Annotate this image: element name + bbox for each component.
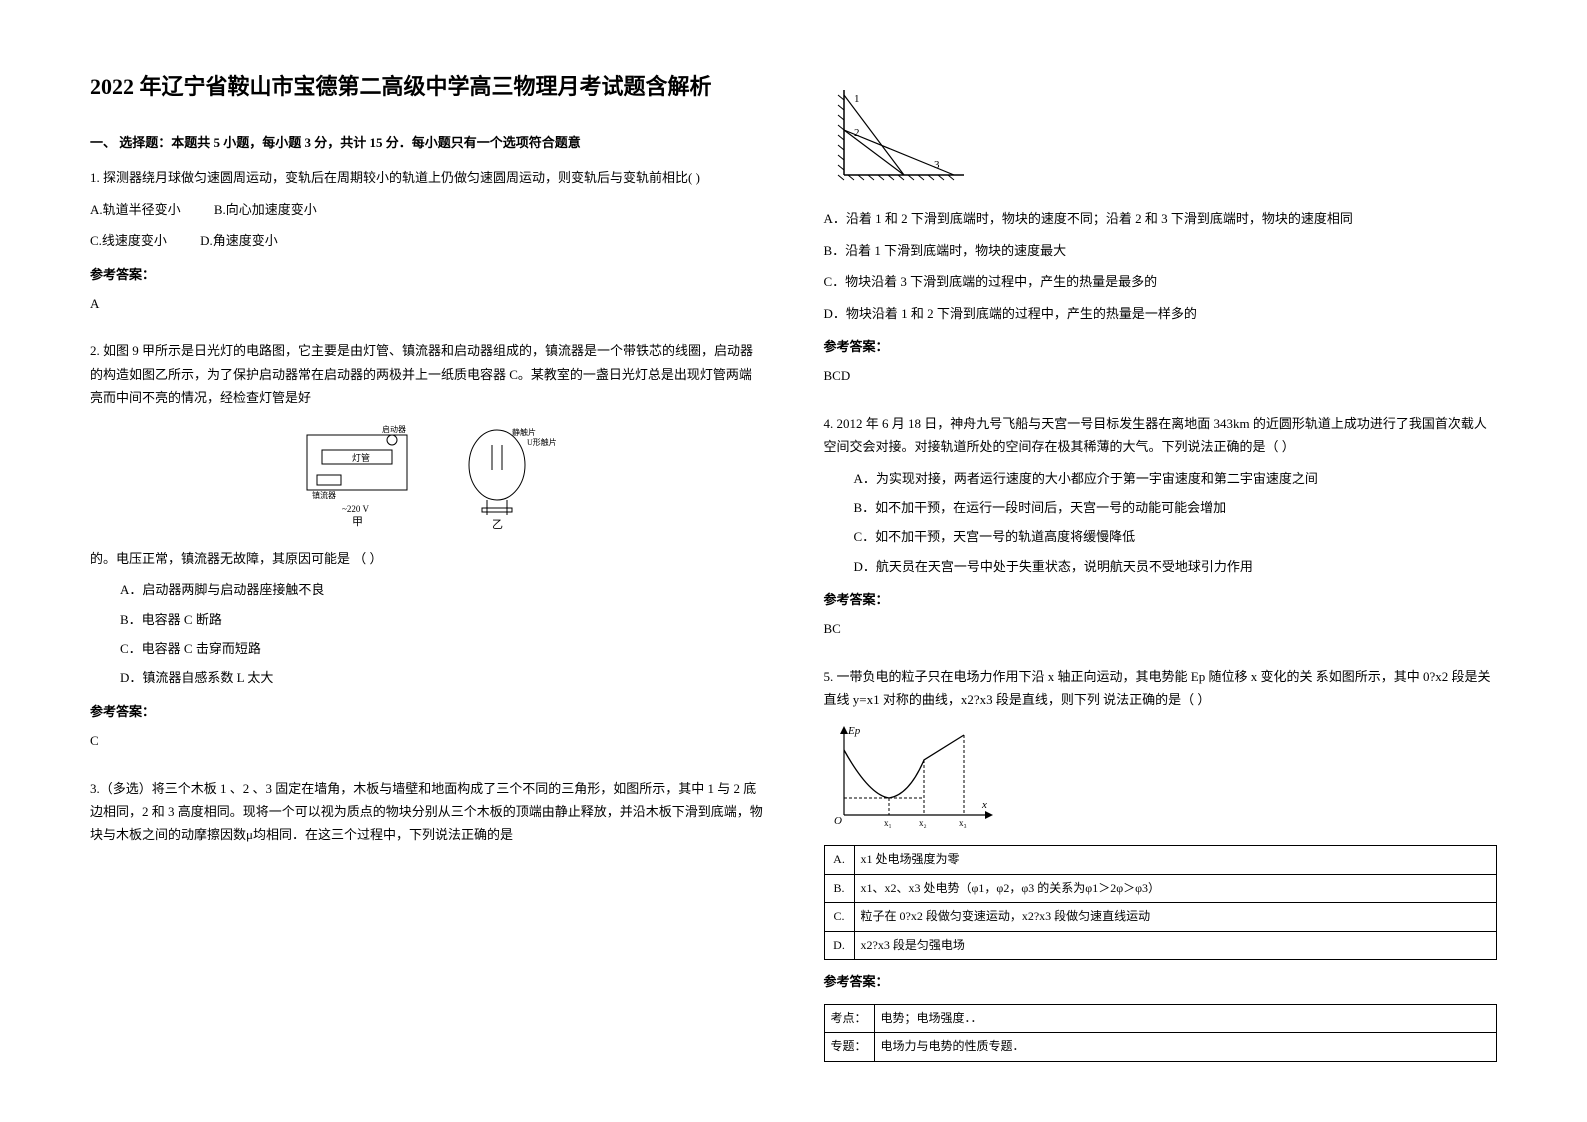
q4-optC: C．如不加干预，天宫一号的轨道高度将缓慢降低 (824, 525, 1498, 548)
zhuanti-value: 电场力与电势的性质专题． (874, 1033, 1497, 1062)
x-label: x (981, 799, 987, 811)
q2-diagram: 灯管 启动器 镇流器 ~220 V 甲 U形触片 静触片 乙 (90, 420, 764, 537)
uplate-label: U形触片 (527, 437, 557, 447)
left-column: 2022 年辽宁省鞍山市宝德第二高级中学高三物理月考试题含解析 一、 选择题：本… (90, 70, 764, 1082)
q1-options-row1: A.轨道半径变小 B.向心加速度变小 (90, 198, 764, 221)
q1-optA: A.轨道半径变小 (90, 202, 181, 217)
q3-answer-label: 参考答案： (824, 335, 1498, 358)
table-row: D.x2?x3 段是匀强电场 (824, 931, 1497, 960)
ep-label: Ep (847, 725, 861, 737)
question-3-options: A．沿着 1 和 2 下滑到底端时，物块的速度不同；沿着 2 和 3 下滑到底端… (824, 207, 1498, 399)
voltage-label: ~220 V (342, 504, 369, 514)
q4-answer-label: 参考答案： (824, 588, 1498, 611)
q1-text: 1. 探测器绕月球做匀速圆周运动，变轨后在周期较小的轨道上仍做匀速圆周运动，则变… (90, 166, 764, 189)
table-row: 专题： 电场力与电势的性质专题． (824, 1033, 1497, 1062)
q5-text: 5. 一带负电的粒子只在电场力作用下沿 x 轴正向运动，其电势能 Ep 随位移 … (824, 665, 1498, 712)
question-2: 2. 如图 9 甲所示是日光灯的电路图，它主要是由灯管、镇流器和启动器组成的，镇… (90, 339, 764, 764)
q3-optC: C．物块沿着 3 下滑到底端的过程中，产生的热量是最多的 (824, 270, 1498, 293)
question-5: 5. 一带负电的粒子只在电场力作用下沿 x 轴正向运动，其电势能 Ep 随位移 … (824, 665, 1498, 1062)
q4-answer: BC (824, 617, 1498, 640)
q2-text: 2. 如图 9 甲所示是日光灯的电路图，它主要是由灯管、镇流器和启动器组成的，镇… (90, 339, 764, 409)
ballast-label: 镇流器 (312, 490, 336, 500)
q5-options-table: A.x1 处电场强度为零 B.x1、x2、x3 处电势（φ1，φ2，φ3 的关系… (824, 845, 1498, 960)
q2-optB: B．电容器 C 断路 (90, 608, 764, 631)
x2-label: x₂ (919, 818, 927, 828)
q2-text2: 的。电压正常，镇流器无故障，其原因可能是 （ ） (90, 547, 764, 570)
q5-labelC: C. (824, 903, 854, 932)
yi-label: 乙 (492, 518, 503, 530)
q2-answer: C (90, 729, 764, 752)
q1-options-row2: C.线速度变小 D.角速度变小 (90, 229, 764, 252)
table-row: B.x1、x2、x3 处电势（φ1，φ2，φ3 的关系为φ1＞2φ＞φ3） (824, 874, 1497, 903)
question-1: 1. 探测器绕月球做匀速圆周运动，变轨后在周期较小的轨道上仍做匀速圆周运动，则变… (90, 166, 764, 327)
q3-diagram: 1 2 3 (824, 80, 1498, 197)
table-row: 考点： 电势；电场强度．． (824, 1004, 1497, 1033)
q1-answer-label: 参考答案： (90, 263, 764, 286)
q4-optB: B．如不加干预，在运行一段时间后，天宫一号的动能可能会增加 (824, 496, 1498, 519)
q1-optB: B.向心加速度变小 (214, 202, 317, 217)
question-4: 4. 2012 年 6 月 18 日，神舟九号飞船与天宫一号目标发生器在离地面 … (824, 412, 1498, 653)
q5-tableD: x2?x3 段是匀强电场 (854, 931, 1497, 960)
tube-label: 灯管 (352, 452, 370, 463)
q3-answer: BCD (824, 364, 1498, 387)
jia-label: 甲 (352, 516, 363, 528)
q3-optB: B．沿着 1 下滑到底端时，物块的速度最大 (824, 239, 1498, 262)
q3-optA: A．沿着 1 和 2 下滑到底端时，物块的速度不同；沿着 2 和 3 下滑到底端… (824, 207, 1498, 230)
kaodian-value: 电势；电场强度．． (874, 1004, 1497, 1033)
q5-labelA: A. (824, 846, 854, 875)
q1-optD: D.角速度变小 (200, 233, 278, 248)
zhuanti-label: 专题： (824, 1033, 874, 1062)
q5-answer-label: 参考答案： (824, 970, 1498, 993)
q5-tableA: x1 处电场强度为零 (854, 846, 1497, 875)
q5-graph: Ep x O x₁ x₂ x₃ (824, 720, 1498, 837)
exam-title: 2022 年辽宁省鞍山市宝德第二高级中学高三物理月考试题含解析 (90, 70, 764, 103)
origin-label: O (834, 815, 842, 827)
q4-optD: D．航天员在天宫一号中处于失重状态，说明航天员不受地球引力作用 (824, 555, 1498, 578)
section-header: 一、 选择题：本题共 5 小题，每小题 3 分，共计 15 分．每小题只有一个选… (90, 131, 764, 154)
q5-tableC: 粒子在 0?x2 段做匀变速运动，x2?x3 段做匀速直线运动 (854, 903, 1497, 932)
q4-text: 4. 2012 年 6 月 18 日，神舟九号飞船与天宫一号目标发生器在离地面 … (824, 412, 1498, 459)
q2-optD: D．镇流器自感系数 L 太大 (90, 666, 764, 689)
starter-label: 启动器 (382, 424, 406, 434)
q1-answer: A (90, 292, 764, 315)
meta-table: 考点： 电势；电场强度．． 专题： 电场力与电势的性质专题． (824, 1004, 1498, 1062)
q5-labelB: B. (824, 874, 854, 903)
q3-optD: D．物块沿着 1 和 2 下滑到底端的过程中，产生的热量是一样多的 (824, 302, 1498, 325)
q5-labelD: D. (824, 931, 854, 960)
q3-text: 3.（多选）将三个木板 1 、2 、3 固定在墙角，木板与墙壁和地面构成了三个不… (90, 777, 764, 847)
kaodian-label: 考点： (824, 1004, 874, 1033)
right-column: 1 2 3 A．沿着 1 和 2 下滑到底端时，物块的速度不同；沿着 2 和 3… (824, 70, 1498, 1082)
x3-label: x₃ (959, 818, 967, 828)
label-1: 1 (854, 93, 860, 105)
table-row: A.x1 处电场强度为零 (824, 846, 1497, 875)
label-2: 2 (854, 127, 860, 139)
q4-optA: A．为实现对接，两者运行速度的大小都应介于第一宇宙速度和第二宇宙速度之间 (824, 467, 1498, 490)
question-3-intro: 3.（多选）将三个木板 1 、2 、3 固定在墙角，木板与墙壁和地面构成了三个不… (90, 777, 764, 855)
x1-label: x₁ (884, 818, 892, 828)
static-label: 静触片 (512, 427, 536, 437)
q1-optC: C.线速度变小 (90, 233, 167, 248)
label-3: 3 (934, 159, 940, 171)
q2-optA: A．启动器两脚与启动器座接触不良 (90, 578, 764, 601)
q2-optC: C．电容器 C 击穿而短路 (90, 637, 764, 660)
q2-answer-label: 参考答案： (90, 700, 764, 723)
table-row: C.粒子在 0?x2 段做匀变速运动，x2?x3 段做匀速直线运动 (824, 903, 1497, 932)
q5-tableB: x1、x2、x3 处电势（φ1，φ2，φ3 的关系为φ1＞2φ＞φ3） (854, 874, 1497, 903)
